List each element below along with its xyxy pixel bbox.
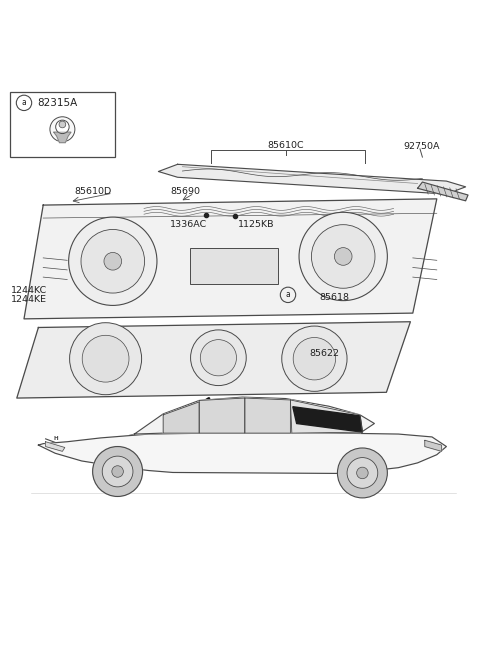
Circle shape xyxy=(293,337,336,380)
Polygon shape xyxy=(425,440,442,451)
Polygon shape xyxy=(24,199,437,319)
Circle shape xyxy=(81,229,144,293)
Circle shape xyxy=(102,456,133,487)
Text: 1125KB: 1125KB xyxy=(238,220,274,229)
Circle shape xyxy=(56,120,69,134)
Circle shape xyxy=(93,447,143,496)
Circle shape xyxy=(200,340,237,376)
Circle shape xyxy=(335,248,352,265)
Text: a: a xyxy=(22,98,26,107)
Polygon shape xyxy=(199,398,245,433)
Polygon shape xyxy=(245,398,290,433)
Text: 85610C: 85610C xyxy=(267,141,304,149)
Polygon shape xyxy=(163,402,199,433)
Circle shape xyxy=(357,467,368,479)
Circle shape xyxy=(347,458,378,488)
Text: H: H xyxy=(54,436,59,441)
Text: 1244KC: 1244KC xyxy=(11,286,47,295)
Circle shape xyxy=(50,117,75,141)
Text: 85690: 85690 xyxy=(170,187,200,196)
Bar xyxy=(10,92,115,157)
Circle shape xyxy=(191,330,246,386)
Polygon shape xyxy=(17,322,410,398)
Circle shape xyxy=(112,466,123,477)
Text: 1336AC: 1336AC xyxy=(170,220,208,229)
Text: a: a xyxy=(286,290,290,299)
Circle shape xyxy=(337,448,387,498)
Circle shape xyxy=(82,335,129,382)
Polygon shape xyxy=(46,441,65,451)
Text: 92750A: 92750A xyxy=(403,141,440,151)
Circle shape xyxy=(93,447,143,496)
Polygon shape xyxy=(418,182,468,201)
Circle shape xyxy=(104,252,121,270)
Text: 82315A: 82315A xyxy=(37,98,78,108)
Text: 85618: 85618 xyxy=(319,293,349,302)
Polygon shape xyxy=(38,433,446,474)
Text: 1244KE: 1244KE xyxy=(11,295,47,304)
Circle shape xyxy=(299,212,387,301)
Text: 85610D: 85610D xyxy=(74,187,112,196)
Circle shape xyxy=(282,326,347,391)
Circle shape xyxy=(69,217,157,305)
Polygon shape xyxy=(134,397,374,434)
Circle shape xyxy=(59,121,66,128)
Circle shape xyxy=(70,323,142,395)
Polygon shape xyxy=(290,400,362,433)
Circle shape xyxy=(312,225,375,288)
Text: 85622: 85622 xyxy=(310,349,340,358)
Polygon shape xyxy=(158,164,466,194)
Polygon shape xyxy=(293,407,362,432)
Polygon shape xyxy=(54,132,71,143)
Bar xyxy=(190,248,278,284)
